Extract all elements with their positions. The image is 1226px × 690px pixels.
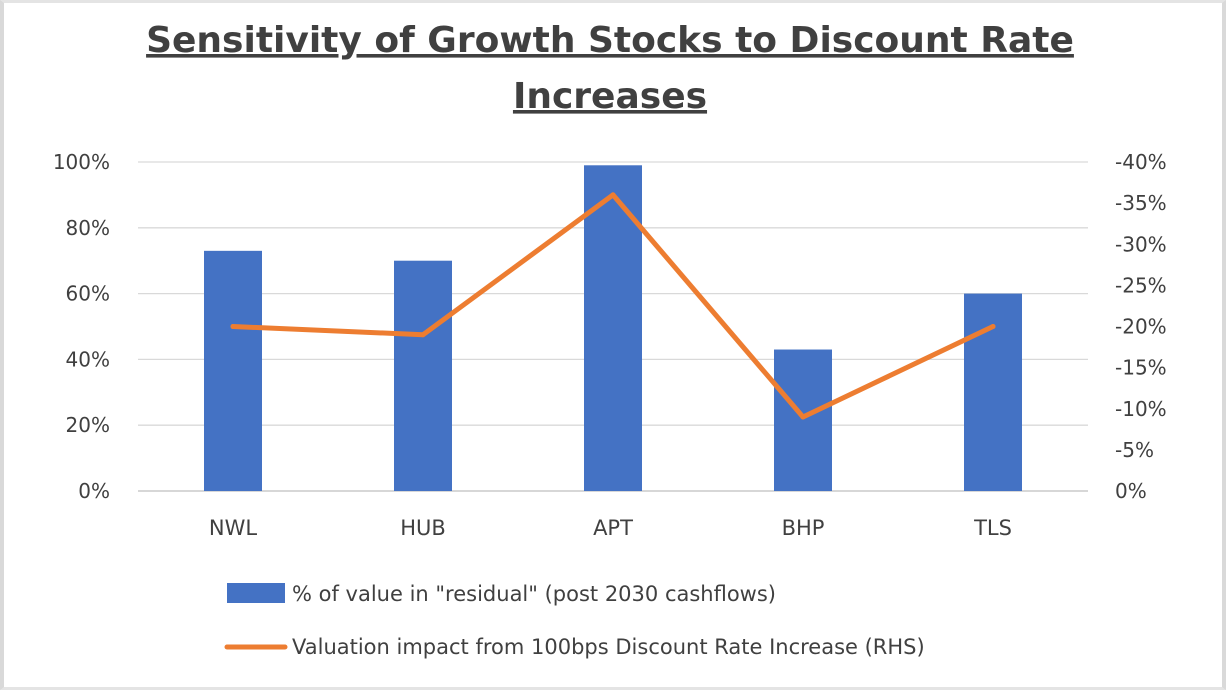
right-tick-label: -5% [1115, 438, 1154, 462]
left-tick-label: 80% [66, 216, 110, 240]
right-tick-label: -30% [1115, 232, 1167, 256]
left-tick-label: 40% [66, 347, 110, 371]
right-tick-label: -40% [1115, 150, 1167, 174]
line-point-nwl [230, 324, 236, 329]
category-label-apt: APT [593, 516, 633, 540]
right-tick-label: -20% [1115, 315, 1167, 339]
chart-title: Sensitivity of Growth Stocks to Discount… [146, 20, 1074, 117]
line-point-hub [420, 332, 426, 338]
left-axis-ticks: 0% 20% 40% 60% 80% 100% [53, 150, 110, 503]
bar-apt [584, 165, 642, 492]
line-point-apt [610, 192, 616, 198]
right-tick-label: -35% [1115, 191, 1167, 215]
line-point-bhp [800, 414, 806, 420]
bar-series [204, 165, 1022, 492]
legend-line-label: Valuation impact from 100bps Discount Ra… [292, 635, 925, 659]
left-tick-label: 60% [66, 282, 110, 306]
bar-bhp [774, 349, 832, 491]
bar-tls [964, 293, 1022, 491]
category-labels: NWL HUB APT BHP TLS [209, 516, 1012, 540]
right-tick-label: -15% [1115, 356, 1167, 380]
legend-bar-swatch [227, 583, 285, 603]
bar-hub [394, 260, 452, 491]
line-series [230, 192, 996, 420]
legend: % of value in "residual" (post 2030 cash… [224, 582, 925, 659]
bar-nwl [204, 250, 262, 491]
chart-title-line-2: Increases [513, 76, 707, 117]
left-tick-label: 0% [78, 479, 110, 503]
category-label-tls: TLS [973, 516, 1012, 540]
line-point-tls [990, 324, 996, 329]
category-label-nwl: NWL [209, 516, 257, 540]
category-label-hub: HUB [400, 516, 446, 540]
right-axis-ticks: 0% -5% -10% -15% -20% -25% -30% -35% -40% [1115, 150, 1167, 503]
left-tick-label: 20% [66, 413, 110, 437]
legend-bar-label: % of value in "residual" (post 2030 cash… [292, 582, 776, 606]
right-tick-label: 0% [1115, 479, 1147, 503]
category-label-bhp: BHP [782, 516, 825, 540]
right-tick-label: -10% [1115, 397, 1167, 421]
chart-title-line-1: Sensitivity of Growth Stocks to Discount… [146, 20, 1074, 61]
left-tick-label: 100% [53, 150, 110, 174]
right-tick-label: -25% [1115, 273, 1167, 297]
